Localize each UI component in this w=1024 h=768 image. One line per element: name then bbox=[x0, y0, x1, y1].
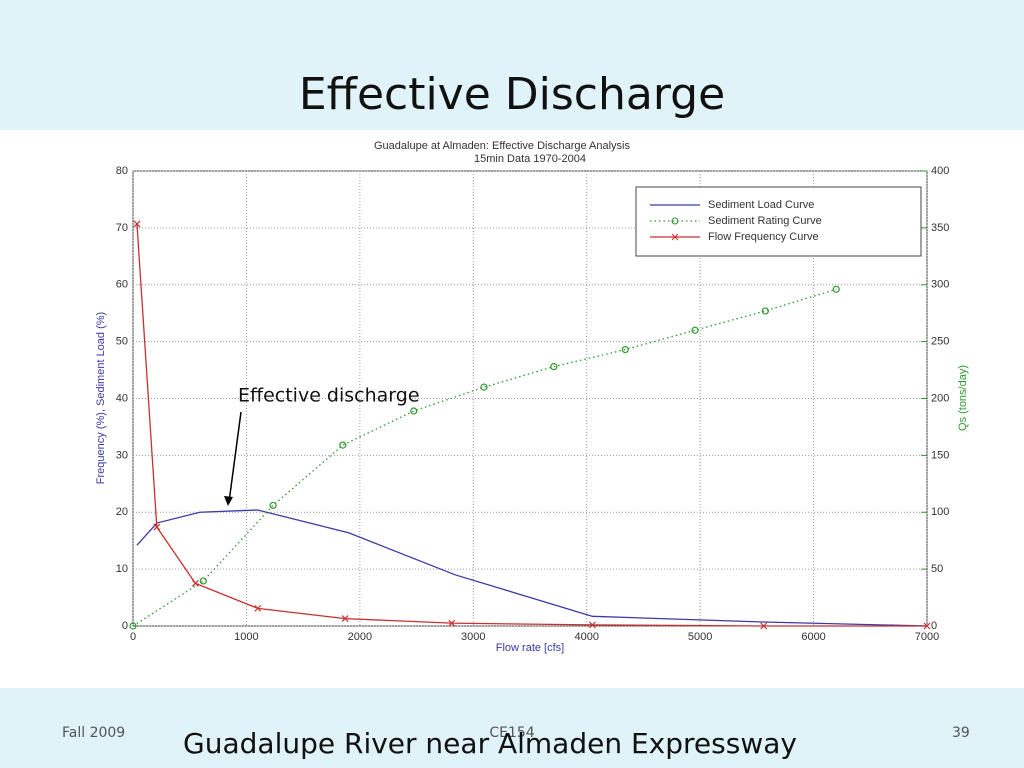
marker bbox=[923, 622, 931, 630]
marker bbox=[153, 523, 161, 531]
marker bbox=[254, 604, 262, 612]
marker bbox=[339, 441, 347, 449]
plot: 0 1000 2000 3000 4000 5000 6000 700001020304050… bbox=[116, 165, 950, 643]
chart-title: Guadalupe at Almaden: Effective Discharg… bbox=[374, 140, 631, 152]
x-tick-label: 5000 bbox=[688, 631, 712, 643]
marker bbox=[621, 345, 629, 354]
y2-tick-label: 300 bbox=[931, 279, 949, 291]
marker bbox=[761, 307, 769, 315]
legend-label: Sediment Load Curve bbox=[708, 199, 814, 211]
slide-title: Effective Discharge bbox=[299, 69, 725, 120]
arrow-head bbox=[224, 496, 233, 506]
y-tick-label: 60 bbox=[116, 279, 128, 291]
x-tick-label: 7000 bbox=[915, 631, 939, 643]
y2-tick-label: 150 bbox=[931, 449, 949, 461]
y-tick-label: 20 bbox=[116, 506, 128, 518]
y-tick-label: 10 bbox=[116, 563, 128, 575]
marker bbox=[448, 619, 456, 627]
page-number: 39 bbox=[952, 725, 970, 741]
caption: Guadalupe River near Almaden Expressway bbox=[183, 727, 797, 760]
footer-left: Fall 2009 bbox=[62, 725, 125, 741]
y-tick-label: 80 bbox=[116, 165, 128, 177]
marker bbox=[550, 363, 558, 371]
marker bbox=[410, 407, 418, 415]
x-axis-label: Flow rate [cfs] bbox=[496, 642, 564, 654]
annotation-arrow bbox=[228, 411, 242, 503]
y-axis-label: Frequency (%), Sediment Load (%) bbox=[95, 312, 107, 484]
chart-subtitle: 15min Data 1970-2004 bbox=[474, 153, 586, 165]
x-tick-label: 3000 bbox=[461, 631, 485, 643]
marker bbox=[199, 577, 207, 585]
legend-marker bbox=[671, 233, 679, 241]
marker bbox=[341, 615, 349, 623]
marker bbox=[191, 579, 199, 587]
y2-tick-label: 200 bbox=[931, 392, 949, 404]
x-tick-label: 2000 bbox=[348, 631, 372, 643]
marker bbox=[480, 383, 488, 391]
y2-tick-label: 50 bbox=[931, 563, 943, 575]
y2-tick-label: 100 bbox=[931, 506, 949, 518]
legend-box bbox=[635, 186, 922, 257]
legend-marker bbox=[671, 217, 679, 225]
x-tick-label: 1000 bbox=[234, 631, 258, 643]
marker bbox=[760, 622, 768, 630]
legend-label: Flow Frequency Curve bbox=[708, 231, 819, 243]
legend-label: Sediment Rating Curve bbox=[708, 215, 822, 227]
x-tick-label: 4000 bbox=[574, 631, 598, 643]
marker bbox=[129, 622, 137, 630]
marker bbox=[269, 501, 277, 510]
y2-tick-label: 350 bbox=[931, 222, 949, 234]
marker bbox=[832, 285, 840, 293]
marker bbox=[588, 621, 596, 629]
series-line bbox=[136, 509, 928, 627]
y-tick-label: 0 bbox=[122, 620, 128, 632]
y-tick-label: 70 bbox=[116, 222, 128, 234]
y2-tick-label: 0 bbox=[931, 620, 937, 632]
x-tick-label: 6000 bbox=[801, 631, 825, 643]
y2-tick-label: 400 bbox=[931, 165, 949, 177]
annotation: Effective discharge bbox=[238, 385, 420, 407]
y-tick-label: 40 bbox=[116, 392, 128, 404]
y-tick-label: 50 bbox=[116, 336, 128, 348]
y-tick-label: 30 bbox=[116, 449, 128, 461]
marker bbox=[691, 326, 699, 334]
y2-tick-label: 250 bbox=[931, 336, 949, 348]
y2-axis-label: Qs (tons/day) bbox=[957, 365, 969, 431]
x-tick-label: 0 bbox=[130, 631, 136, 643]
marker bbox=[133, 220, 141, 228]
footer-center: CE154 bbox=[489, 725, 534, 741]
